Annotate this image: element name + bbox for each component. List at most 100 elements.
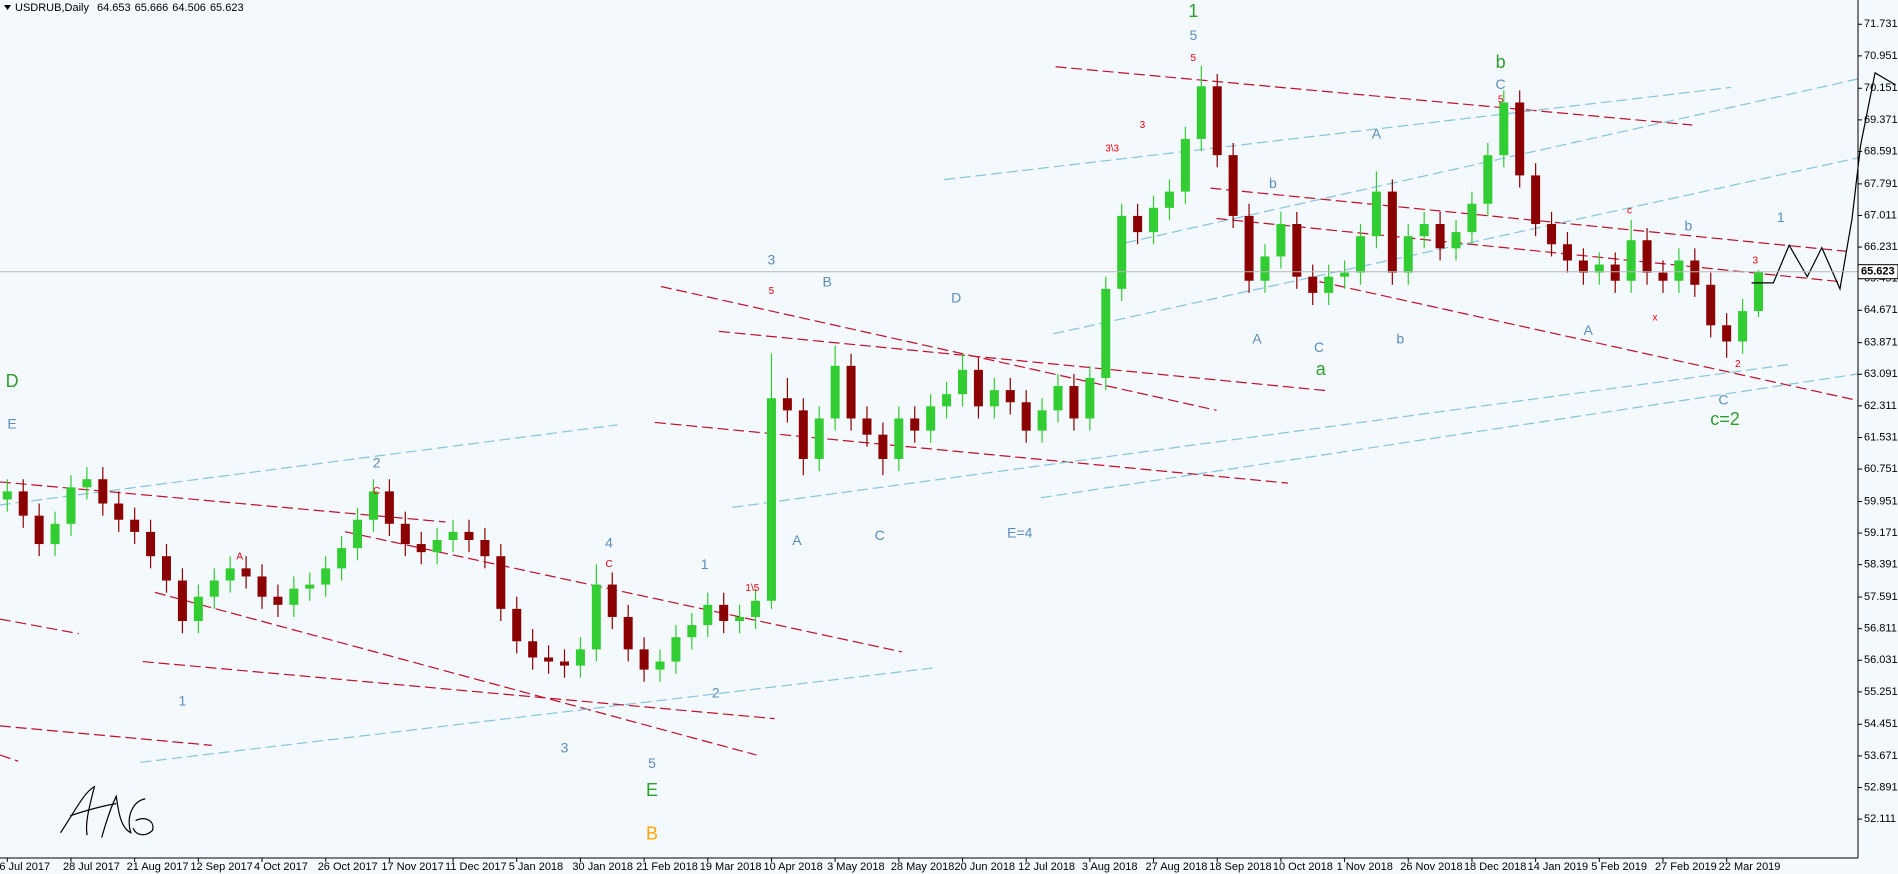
y-tick-label: 56.031 <box>1864 654 1898 666</box>
candle-body <box>1212 86 1222 156</box>
wave-label: 1 <box>179 692 187 708</box>
wave-label: 2 <box>712 685 720 701</box>
wave-label: A <box>792 532 802 548</box>
wave-label: 5 <box>648 755 656 771</box>
wave-label: x <box>1653 313 1658 324</box>
candle-body <box>337 548 347 569</box>
candle-body <box>846 365 856 419</box>
candle-body <box>193 596 203 622</box>
candle-body <box>480 539 490 557</box>
candle-body <box>146 531 156 557</box>
trend-line <box>1055 66 1693 126</box>
x-tick-label: 3 Aug 2018 <box>1082 861 1138 873</box>
candle-body <box>225 568 235 581</box>
candle-body <box>448 531 458 540</box>
candle-body <box>1117 215 1127 289</box>
wave-label: a <box>1316 359 1327 379</box>
y-tick-label: 69.371 <box>1864 114 1898 126</box>
candle-body <box>1371 191 1381 237</box>
x-tick-label: 6 Jul 2017 <box>0 861 50 873</box>
candle-body <box>1196 86 1206 139</box>
trend-line <box>142 660 775 720</box>
wave-label: b <box>1496 52 1506 72</box>
candle-body <box>1149 207 1159 233</box>
candle-body <box>209 580 219 597</box>
x-tick-label: 3 May 2018 <box>827 861 884 873</box>
y-tick-label: 63.871 <box>1864 337 1898 349</box>
candle-body <box>1642 240 1652 273</box>
candle-body <box>1085 377 1095 419</box>
candle-body <box>512 608 522 642</box>
x-tick-label: 21 Aug 2017 <box>127 861 189 873</box>
axes: 52.111 52.891 53.671 54.451 55.251 56.031 56.8… <box>0 18 1898 873</box>
wave-label: C <box>1718 391 1728 407</box>
candle-body <box>814 418 824 459</box>
candle-body <box>958 369 967 395</box>
candle-body <box>830 365 840 419</box>
x-tick-label: 27 Feb 2019 <box>1655 861 1717 873</box>
wave-label: c=2 <box>1710 409 1740 429</box>
y-tick-label: 52.111 <box>1864 813 1896 825</box>
wave-label: B <box>823 273 832 289</box>
candle-body <box>1547 224 1557 245</box>
chart-title: USDRUB,Daily <box>15 2 89 14</box>
candle-body <box>942 394 952 407</box>
candle-body <box>1515 102 1525 176</box>
candle-body <box>1021 402 1031 431</box>
candle-body <box>432 539 442 553</box>
candle-body <box>114 503 124 520</box>
candle-body <box>1164 191 1174 208</box>
wave-label: C <box>875 527 885 543</box>
wave-label: b <box>1685 218 1693 234</box>
candle-body <box>400 523 410 545</box>
x-tick-label: 27 Aug 2018 <box>1146 861 1208 873</box>
candle-body <box>973 369 983 407</box>
candle-body <box>1706 284 1716 326</box>
candle-body <box>575 649 585 666</box>
wave-label: 3 <box>768 252 776 268</box>
trend-line <box>654 421 1289 484</box>
wave-label: 5 <box>1191 53 1197 64</box>
candle-body <box>1754 271 1763 311</box>
candle-body <box>1483 155 1493 204</box>
candle-body <box>1037 410 1047 431</box>
wave-label: E <box>646 780 658 800</box>
candle-body <box>1674 260 1684 281</box>
y-tick-label: 68.591 <box>1864 145 1898 157</box>
candle-body <box>1308 276 1318 293</box>
wave-label: 1 <box>1188 1 1198 21</box>
trend-line <box>944 86 1732 181</box>
trend-line <box>140 667 936 763</box>
y-tick-label: 70.951 <box>1864 50 1898 62</box>
x-tick-label: 17 Nov 2017 <box>381 861 443 873</box>
candle-body <box>1451 232 1461 249</box>
candle-body <box>98 479 108 504</box>
x-tick-label: 21 Feb 2018 <box>636 861 698 873</box>
candle-body <box>162 556 171 581</box>
candle-body <box>1594 264 1604 273</box>
candle-body <box>1053 386 1063 411</box>
candle-body <box>1005 390 1015 403</box>
menu-icon[interactable] <box>4 5 11 10</box>
candle-body <box>1276 224 1286 257</box>
x-tick-label: 30 Jan 2018 <box>572 861 633 873</box>
wave-label: b <box>1269 175 1277 191</box>
x-tick-label: 12 Sep 2017 <box>190 861 252 873</box>
trend-line <box>718 330 1330 392</box>
candle-body <box>607 584 617 617</box>
y-tick-label: 67.011 <box>1864 209 1897 221</box>
wave-label: C <box>1496 76 1506 92</box>
trend-line <box>0 618 79 635</box>
candle-body <box>1387 191 1397 273</box>
candle-body <box>1690 260 1700 285</box>
y-tick-label: 59.951 <box>1864 495 1898 507</box>
candle-body <box>384 491 394 524</box>
candle-body <box>560 661 569 666</box>
candle-body <box>1626 240 1636 281</box>
trend-line <box>0 754 19 762</box>
candle-body <box>894 418 904 459</box>
x-tick-label: 18 Sep 2018 <box>1209 861 1271 873</box>
candle-body <box>1531 175 1541 225</box>
y-tick-label: 57.591 <box>1864 591 1898 603</box>
candle-body <box>1101 288 1111 378</box>
